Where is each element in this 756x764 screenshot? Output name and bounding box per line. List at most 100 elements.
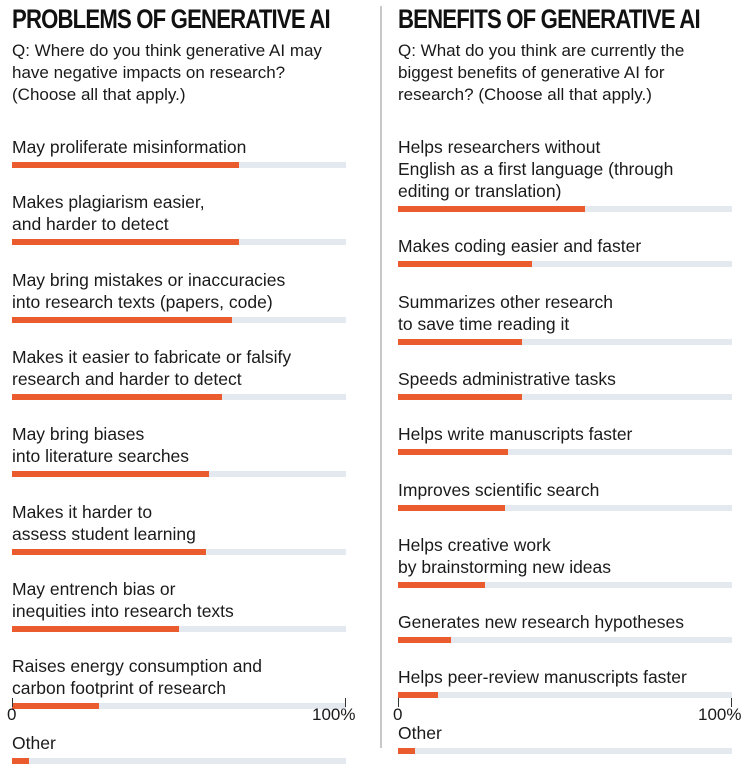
benefits-row-label: Summarizes other research to save time re… xyxy=(398,291,738,335)
benefits-row-label-line: Helps researchers without xyxy=(398,137,601,157)
benefits-row-label: Helps creative work by brainstorming new … xyxy=(398,534,738,578)
benefits-row-label-line: Speeds administrative tasks xyxy=(398,368,616,389)
benefits-title: BENEFITS OF GENERATIVE AI xyxy=(398,4,701,34)
problems-bar xyxy=(12,758,29,764)
problems-row-label: Other xyxy=(12,732,352,754)
benefits-row-label-line: Other xyxy=(398,722,442,743)
problems-bar xyxy=(12,239,240,246)
problems-row-label-line: Makes plagiarism easier, xyxy=(12,192,205,213)
problems-row-label-line: Raises energy consumption and xyxy=(12,656,263,677)
problems-bar-track xyxy=(12,703,346,710)
problems-row-label-line: carbon footprint of research xyxy=(12,678,227,699)
problems-question: Q: Where do you think generative AI may … xyxy=(12,41,322,104)
benefits-row-label: Generates new research hypotheses xyxy=(398,611,738,633)
benefits-bar-track xyxy=(398,747,732,754)
benefits-bar-track xyxy=(398,261,732,268)
benefits-bar xyxy=(398,261,532,268)
benefits-row-label-line: Improves scientific search xyxy=(398,479,600,500)
problems-axis-tick-0 xyxy=(12,698,13,707)
benefits-bar xyxy=(398,637,452,644)
problems-row-label-line: Makes it easier to fabricate or falsify xyxy=(12,346,292,367)
problems-panel: PROBLEMS OF GENERATIVE AI Q: Where do yo… xyxy=(7,0,355,764)
problems-bar-track xyxy=(12,239,346,246)
problems-title: PROBLEMS OF GENERATIVE AI xyxy=(12,4,331,34)
problems-row-label: May proliferate misinformation xyxy=(12,136,352,158)
problems-bar xyxy=(12,625,179,632)
problems-row-label-line: Other xyxy=(12,733,56,754)
benefits-row-label: Other xyxy=(398,722,738,744)
benefits-bar xyxy=(398,747,415,754)
benefits-bar xyxy=(398,504,505,511)
problems-row-label-line: May proliferate misinformation xyxy=(12,137,247,157)
benefits-bar-track xyxy=(398,393,732,400)
benefits-bar xyxy=(398,393,522,400)
benefits-bar xyxy=(398,581,485,588)
problems-row-label-line: May bring mistakes or inaccuracies xyxy=(12,269,286,290)
benefits-row-label-line: Helps peer-review manuscripts faster xyxy=(398,667,687,688)
problems-row-label: Makes plagiarism easier, and harder to de… xyxy=(12,191,352,235)
benefits-row-label: Helps peer-review manuscripts faster xyxy=(398,666,738,688)
benefits-row-label: Helps write manuscripts faster xyxy=(398,423,738,445)
benefits-bar-track xyxy=(398,504,732,511)
benefits-axis-tick-0 xyxy=(398,698,399,707)
problems-axis-label-0: 0 xyxy=(7,705,17,724)
problems-row-label: Makes it easier to fabricate or falsify r… xyxy=(12,346,352,390)
problems-row-label-line: inequities into research texts xyxy=(12,600,234,621)
benefits-row-label: Makes coding easier and faster xyxy=(398,235,738,257)
benefits-row-label: Helps researchers without English as a fi… xyxy=(398,136,738,202)
problems-bar xyxy=(12,548,206,555)
benefits-row-label-line: Generates new research hypotheses xyxy=(398,612,684,633)
benefits-axis-label-0: 0 xyxy=(393,705,403,724)
benefits-row-label-line: Helps creative work xyxy=(398,534,551,555)
benefits-row-label-line: editing or translation) xyxy=(398,181,562,201)
benefits-row-label-line: by brainstorming new ideas xyxy=(398,556,612,577)
problems-axis-label-100: 100% xyxy=(312,705,356,724)
problems-row-label-line: May bring biases xyxy=(12,424,145,445)
problems-row-label: Raises energy consumption and carbon foot… xyxy=(12,655,352,699)
benefits-bar-track xyxy=(398,206,732,212)
problems-bar xyxy=(12,471,210,478)
problems-bar xyxy=(12,162,240,168)
benefits-bar-track xyxy=(398,637,732,644)
benefits-bar xyxy=(398,692,439,699)
problems-row-label: Makes it harder to assess student learnin… xyxy=(12,501,352,545)
problems-row-label: May bring biases into literature searches xyxy=(12,423,352,467)
problems-row-label-line: research and harder to detect xyxy=(12,368,242,389)
problems-bar xyxy=(12,393,223,400)
problems-bar-track xyxy=(12,758,346,764)
benefits-row-label-line: English as a first language (through xyxy=(398,159,674,179)
benefits-bar-track xyxy=(398,449,732,456)
problems-row-label: May entrench bias or inequities into rese… xyxy=(12,578,352,622)
problems-row-label-line: and harder to detect xyxy=(12,214,169,235)
benefits-axis-tick-100 xyxy=(731,698,732,707)
problems-row-label-line: May entrench bias or xyxy=(12,578,176,599)
benefits-axis-label-100: 100% xyxy=(698,705,742,724)
benefits-bar-track xyxy=(398,581,732,588)
problems-row-label: May bring mistakes or inaccuracies into r… xyxy=(12,269,352,313)
benefits-row-label-line: Helps write manuscripts faster xyxy=(398,424,633,445)
problems-bar xyxy=(12,703,99,710)
problems-row-label-line: into literature searches xyxy=(12,446,190,467)
benefits-bar xyxy=(398,338,522,345)
problems-row-label-line: into research texts (papers, code) xyxy=(12,291,273,312)
panel-divider xyxy=(380,6,382,748)
problems-bar-track xyxy=(12,625,346,632)
benefits-bar-track xyxy=(398,338,732,345)
problems-bar xyxy=(12,316,233,323)
problems-bar-track xyxy=(12,316,346,323)
benefits-row-label-line: Summarizes other research xyxy=(398,291,613,312)
benefits-row-label-line: to save time reading it xyxy=(398,313,570,334)
benefits-row-label-line: Makes coding easier and faster xyxy=(398,236,642,257)
problems-bar-track xyxy=(12,393,346,400)
problems-row-label-line: assess student learning xyxy=(12,523,196,544)
problems-bar-track xyxy=(12,471,346,478)
benefits-question: Q: What do you think are currently the b… xyxy=(398,41,685,104)
benefits-bar xyxy=(398,206,586,212)
problems-row-label-line: Makes it harder to xyxy=(12,501,153,522)
problems-axis-tick-100 xyxy=(345,698,346,707)
benefits-row-label: Speeds administrative tasks xyxy=(398,368,738,390)
benefits-bar-track xyxy=(398,692,732,699)
benefits-bar xyxy=(398,449,509,456)
problems-bar-track xyxy=(12,162,346,168)
benefits-row-label: Improves scientific search xyxy=(398,479,738,501)
